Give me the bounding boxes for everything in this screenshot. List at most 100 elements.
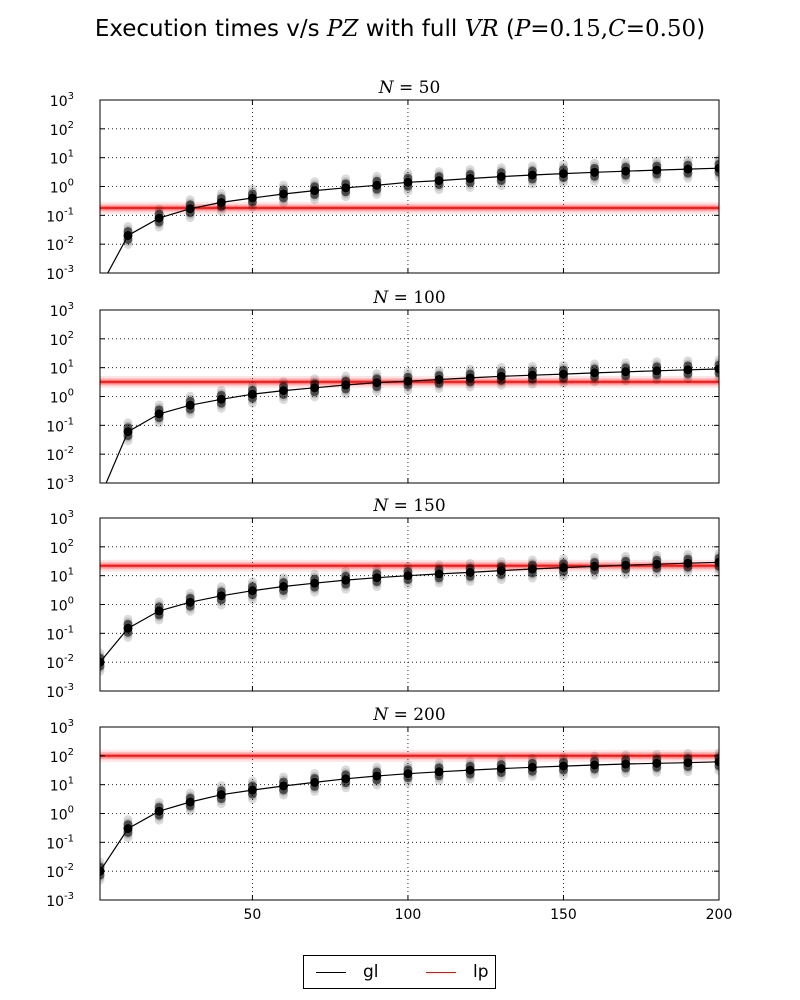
point-gl [652,758,662,768]
y-tick-label: 10-3 [46,264,74,283]
point-gl [590,368,600,378]
point-gl [558,761,568,771]
point-gl [341,183,351,193]
point-gl [341,575,351,585]
y-tick-base: 10 [50,94,68,110]
point-gl [123,623,133,633]
y-tick-exponent: 3 [68,301,74,312]
point-gl [621,367,631,377]
y-tick-exponent: 0 [68,596,74,607]
point-gl [341,774,351,784]
point-gl [247,785,257,795]
point-gl [185,597,195,607]
y-tick-exponent: 1 [68,359,74,370]
y-tick-label: 10-3 [46,474,74,493]
point-gl [714,163,719,173]
legend-label-lp: lp [473,962,489,982]
x-tick-label: 150 [550,907,577,923]
panel-title-value: = 50 [394,78,441,98]
y-tick-base: 10 [50,391,68,407]
y-tick-base: 10 [50,333,68,349]
point-gl [216,197,226,207]
y-tick-base: 10 [50,721,68,737]
y-tick-base: 10 [50,779,68,795]
point-gl [434,176,444,186]
legend: gl lp [303,955,496,989]
y-tick-label: 102 [50,330,74,349]
y-tick-base: 10 [50,123,68,139]
y-tick-exponent: -1 [64,624,74,635]
point-gl [558,563,568,573]
point-gl [247,586,257,596]
y-tick-base: 10 [46,656,64,672]
panel-title-value: = 100 [388,288,446,308]
title-var-vr: VR [464,16,499,42]
y-tick-exponent: 1 [68,567,74,578]
point-gl [154,213,164,223]
y-tick-exponent: 3 [68,509,74,520]
panel-title-symbol: N [372,288,389,308]
y-tick-exponent: -2 [64,445,74,456]
panel-data [100,748,719,885]
panel-title: N = 150 [372,496,445,516]
point-gl [185,204,195,214]
point-gl [527,564,537,574]
point-gl [372,180,382,190]
panel-title: N = 50 [378,78,441,98]
y-tick-base: 10 [50,808,68,824]
point-gl [310,186,320,196]
y-tick-exponent: -3 [64,474,74,485]
y-tick-label: 101 [50,567,74,586]
y-tick-base: 10 [50,541,68,557]
point-gl [496,172,506,182]
point-gl [434,374,444,384]
point-gl [714,364,719,374]
point-gl [216,394,226,404]
y-tick-base: 10 [50,362,68,378]
point-gl [403,177,413,187]
panel-title-symbol: N [378,78,395,98]
title-c-value: =0.50 [625,16,697,42]
point-gl [590,167,600,177]
title-p-value: =0.15, [530,16,609,42]
y-tick-label: 100 [50,805,74,824]
point-gl [621,166,631,176]
point-gl [403,376,413,386]
point-gl [683,758,693,768]
y-tick-label: 10-2 [46,445,74,464]
point-gl [434,767,444,777]
point-gl [279,781,289,791]
y-tick-exponent: 2 [68,538,74,549]
legend-line-gl [316,971,346,973]
point-gl [590,760,600,770]
point-gl [310,777,320,787]
point-gl [590,561,600,571]
panel-title-symbol: N [372,705,389,725]
point-gl [652,559,662,569]
panel-title: N = 200 [372,705,445,725]
y-tick-label: 102 [50,747,74,766]
point-gl [216,790,226,800]
point-gl [465,373,475,383]
point-gl [434,569,444,579]
y-tick-label: 102 [50,538,74,557]
y-tick-exponent: 1 [68,149,74,160]
y-tick-base: 10 [50,181,68,197]
point-gl [496,371,506,381]
title-prefix: Execution times v/s [94,16,327,42]
title-var-pz: PZ [326,16,359,42]
point-gl [185,400,195,410]
y-tick-exponent: 0 [68,388,74,399]
panel-title-value: = 200 [388,705,446,725]
y-tick-base: 10 [50,512,68,528]
y-tick-base: 10 [50,599,68,615]
point-gl [279,386,289,396]
y-tick-label: 102 [50,120,74,139]
y-tick-base: 10 [46,448,64,464]
y-tick-exponent: 3 [68,718,74,729]
point-gl [341,380,351,390]
y-tick-label: 100 [50,178,74,197]
legend-label-gl: gl [363,962,379,982]
